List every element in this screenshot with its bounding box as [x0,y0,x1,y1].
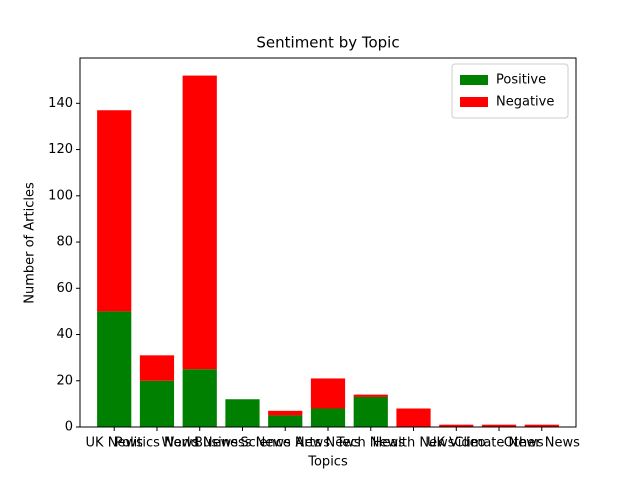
bar [182,369,217,427]
bar [139,380,175,427]
x-tick-label: UK Video [427,436,486,451]
bar [353,396,388,427]
bar [182,75,217,370]
bar [481,424,517,427]
chart-title: Sentiment by Topic [256,34,399,52]
bar [225,399,260,427]
bar [310,378,346,409]
x-tick-label: Other News [504,436,580,451]
bar [97,311,132,427]
bar [268,410,303,416]
x-tick-label: Politics News [115,436,200,451]
y-tick-label: 140 [48,96,73,111]
y-axis-label: Number of Articles [23,182,38,304]
bar [310,408,346,427]
bar [97,110,132,312]
legend-label: Negative [496,95,554,110]
x-tick-label: Arts News [295,436,361,451]
x-tick-label: World News [161,436,238,451]
legend-swatch [460,75,488,85]
bar [268,415,303,427]
x-tick-label: Science News [240,436,330,451]
y-tick-label: 40 [56,327,73,342]
x-axis-label: Topics [307,455,348,470]
y-tick-label: 80 [56,235,73,250]
bar [139,355,175,381]
x-tick-label: Business News [194,436,291,451]
bar [524,424,559,427]
bar [396,408,431,427]
y-tick-label: 100 [48,188,73,203]
plot-frame [79,57,577,428]
x-tick-label: Health News [373,436,455,451]
y-tick-label: 60 [56,281,73,296]
x-tick-label: UK News [86,436,144,451]
x-tick-label: Climate News [454,436,544,451]
legend-label: Positive [496,73,546,88]
bar [353,394,388,397]
y-tick-label: 120 [48,142,73,157]
y-tick-label: 0 [65,420,73,435]
bar [439,424,474,427]
legend-swatch [460,97,488,107]
x-tick-label: Tech News [336,436,406,451]
y-tick-label: 20 [56,373,73,388]
